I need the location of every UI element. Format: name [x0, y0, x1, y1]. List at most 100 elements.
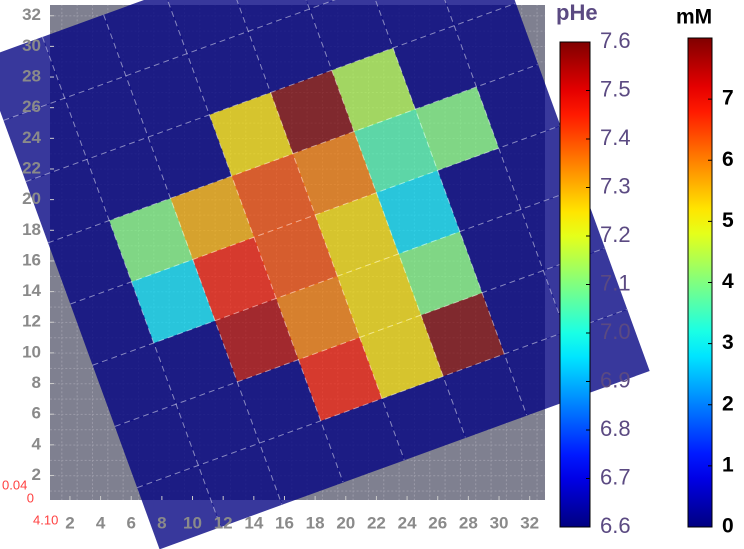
y-tick-label: 22 — [22, 158, 41, 177]
x-tick-label: 20 — [336, 513, 355, 532]
heatmap-cell — [415, 86, 500, 171]
heatmap-cell — [153, 320, 238, 405]
colorbar-tick-label: 6 — [722, 148, 734, 171]
x-tick-label: 32 — [520, 513, 539, 532]
heatmap-cell — [131, 259, 216, 344]
colorbar-tick-label: 7.3 — [600, 173, 631, 198]
heatmap-cell — [92, 342, 177, 427]
colorbar-tick-label: 7.4 — [600, 125, 631, 150]
heatmap-cell — [459, 209, 544, 294]
y-tick-label: 32 — [22, 5, 41, 24]
x-tick-label: 22 — [367, 513, 386, 532]
block-line — [409, 0, 589, 394]
heatmap-cell — [454, 3, 539, 88]
heatmap-cell — [187, 31, 272, 116]
y-tick-label: 2 — [32, 465, 41, 484]
y-tick-label: 8 — [32, 373, 41, 392]
heatmap-cell — [148, 114, 233, 199]
annotation: 0.04 — [2, 477, 27, 492]
y-tick-label: 16 — [22, 250, 41, 269]
annotation: 4.10 — [33, 512, 58, 527]
y-tick-label: 26 — [22, 97, 41, 116]
heatmap-cell — [482, 270, 567, 355]
x-tick-label: 30 — [490, 513, 509, 532]
heatmap-cell — [359, 314, 444, 400]
heatmap-cell — [103, 0, 188, 77]
heatmap-cell — [315, 192, 400, 277]
heatmap-cell — [354, 109, 439, 194]
heatmap-cell — [70, 281, 155, 366]
colorbar — [559, 41, 591, 528]
heatmap-cell — [331, 47, 416, 132]
heatmap-cell — [437, 147, 522, 233]
y-tick-label: 10 — [22, 342, 41, 361]
y-tick-label: 24 — [22, 128, 41, 147]
heatmap-cell — [376, 170, 461, 255]
heatmap-cell — [248, 8, 333, 94]
colorbar-tick-label: 0 — [722, 515, 734, 538]
heatmap-cell — [42, 14, 127, 99]
heatmap-cell — [259, 420, 344, 505]
heatmap-cell — [226, 0, 311, 32]
block-line — [92, 186, 583, 366]
y-tick-label: 18 — [22, 220, 41, 239]
heatmap-cell — [292, 131, 377, 216]
heatmap-cell — [476, 64, 561, 149]
colorbar-tick-label: 5 — [722, 209, 734, 232]
x-tick-label: 12 — [214, 513, 233, 532]
x-tick-label: 24 — [398, 513, 417, 532]
x-tick-label: 10 — [183, 513, 202, 532]
heatmap-cell — [192, 237, 277, 322]
heatmap-cell — [3, 98, 88, 183]
colorbar-tick-label: 2 — [722, 392, 734, 415]
colorbar-title: mM — [676, 6, 712, 29]
heatmap-cell — [86, 136, 172, 222]
y-tick-label: 28 — [22, 67, 41, 86]
heatmap-cell — [381, 376, 467, 461]
colorbar-tick-label: 7.0 — [600, 319, 631, 344]
y-tick-label: 4 — [32, 434, 42, 453]
y-tick-label: 6 — [32, 404, 41, 423]
colorbar-title: pHe — [556, 0, 598, 25]
block-line — [347, 0, 528, 416]
heatmap-cell — [109, 198, 194, 283]
x-tick-label: 28 — [459, 513, 478, 532]
x-tick-label: 18 — [306, 513, 325, 532]
heatmap-cell — [137, 465, 222, 549]
x-tick-label: 8 — [157, 513, 166, 532]
y-tick-label: 12 — [22, 312, 41, 331]
heatmap-cell — [237, 359, 322, 444]
colorbar-tick-label: 4 — [722, 270, 734, 293]
heatmap-cell — [25, 159, 110, 244]
heatmap-cell — [431, 0, 517, 27]
heatmap-cell — [420, 292, 506, 377]
heatmap-cell — [64, 75, 149, 160]
heatmap-cell — [253, 214, 339, 299]
block-line — [114, 247, 605, 427]
colorbar-tick-label: 7.5 — [600, 76, 631, 101]
heatmap-cell — [276, 275, 361, 361]
colorbar-tick-label: 3 — [722, 331, 734, 354]
block-line — [225, 0, 405, 460]
colorbar-tick-label: 7 — [722, 87, 734, 110]
x-tick-label: 4 — [96, 513, 106, 532]
heatmap-cell — [443, 353, 528, 438]
heatmap-cell — [198, 442, 283, 528]
colorbar-tick-label: 7.2 — [600, 222, 631, 247]
colorbar-tick-label: 6.7 — [600, 464, 631, 489]
x-tick-label: 6 — [126, 513, 135, 532]
heatmap-cell — [309, 0, 394, 71]
heatmap-cell — [176, 381, 261, 466]
annotation: 0 — [27, 490, 34, 505]
heatmap-cell — [370, 0, 455, 49]
heatmap-cell — [209, 92, 294, 177]
heatmap-cell — [114, 404, 199, 489]
x-tick-label: 16 — [275, 513, 294, 532]
heatmap-cell — [298, 337, 383, 422]
x-tick-label: 2 — [65, 513, 74, 532]
block-line — [286, 0, 466, 438]
heatmap-cell — [392, 25, 478, 110]
colorbar-tick-label: 1 — [722, 453, 734, 476]
x-tick-label: 14 — [244, 513, 263, 532]
